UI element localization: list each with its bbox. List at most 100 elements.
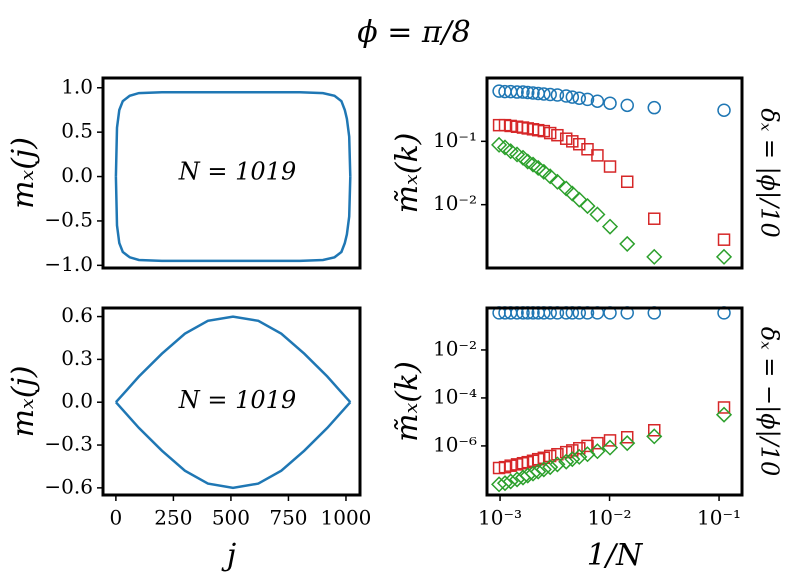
- panel: 10⁻¹ 10⁻² m̃ₓ(k) δₓ = |ϕ|/10: [390, 76, 784, 270]
- point: [558, 453, 575, 470]
- point: [535, 163, 552, 180]
- point: [620, 98, 634, 113]
- y-tick-label: 10⁻²: [433, 191, 477, 215]
- point: [558, 180, 575, 197]
- y-tick-label: 0.0: [61, 389, 93, 413]
- point: [573, 441, 586, 455]
- data-line: [114, 176, 352, 263]
- x-tick-label: 0: [110, 506, 123, 530]
- panel: −0.6 −0.3 0.0 0.3 0.6 0 250 500 750 1000 N = 1019 m…: [6, 303, 371, 573]
- point: [496, 139, 514, 156]
- axes-frame: [485, 76, 744, 270]
- side-label: δₓ = −|ϕ|/10: [755, 327, 784, 477]
- point: [717, 401, 731, 414]
- y-tick-label: 1.0: [61, 74, 93, 98]
- point: [543, 449, 557, 463]
- point: [717, 233, 731, 246]
- axes-frame: [101, 306, 362, 497]
- point: [579, 198, 596, 215]
- x-tick-label: 10⁻²: [588, 506, 632, 530]
- y-tick-label: 10⁻⁶: [433, 432, 477, 456]
- axes-frame: [101, 76, 362, 270]
- x-axis-label: 1/N: [587, 538, 644, 573]
- point: [565, 90, 580, 104]
- point: [603, 96, 617, 110]
- point: [601, 218, 619, 235]
- x-tick-label: 500: [212, 506, 250, 530]
- point: [579, 446, 596, 463]
- x-axis-label: j: [221, 538, 236, 573]
- point: [715, 406, 733, 423]
- point: [550, 88, 565, 102]
- point: [572, 91, 587, 105]
- point: [571, 191, 588, 208]
- point: [530, 159, 547, 177]
- point: [559, 132, 573, 145]
- point: [620, 175, 634, 189]
- point: [603, 434, 617, 447]
- axes-frame: [485, 306, 744, 497]
- panel: −1.0 −0.5 0.0 0.5 1.0 N = 1019 mₓ(j): [6, 74, 362, 276]
- y-tick-label: 0.0: [61, 163, 93, 187]
- point: [648, 212, 661, 225]
- point: [603, 160, 617, 173]
- x-tick-label: 10⁻¹: [697, 506, 741, 530]
- point: [531, 86, 545, 101]
- point: [519, 153, 536, 170]
- data-line: [114, 401, 352, 490]
- y-tick-label: 0.3: [61, 346, 93, 370]
- y-axis-label: mₓ(j): [6, 137, 41, 209]
- point: [559, 89, 573, 103]
- point: [589, 206, 606, 223]
- point: [510, 458, 524, 471]
- point: [581, 439, 594, 453]
- point: [524, 465, 542, 482]
- point: [492, 84, 506, 98]
- point: [491, 476, 508, 493]
- point: [646, 428, 663, 445]
- point: [590, 94, 605, 108]
- y-tick-label: −1.0: [44, 252, 93, 276]
- point: [648, 423, 661, 437]
- y-tick-label: 0.5: [61, 119, 93, 143]
- point: [509, 146, 526, 163]
- side-label: δₓ = |ϕ|/10: [755, 108, 784, 238]
- point: [514, 469, 532, 486]
- point: [514, 149, 532, 166]
- x-tick-label: 250: [154, 506, 192, 530]
- x-tick-label: 1000: [321, 506, 372, 530]
- point: [496, 475, 514, 492]
- point: [717, 103, 731, 117]
- point: [646, 248, 663, 265]
- y-axis-label: mₓ(j): [6, 366, 41, 438]
- point: [526, 86, 540, 100]
- point: [715, 248, 733, 265]
- y-tick-label: 10⁻²: [433, 336, 477, 360]
- x-tick-label: 10⁻³: [478, 506, 522, 530]
- annotation: N = 1019: [178, 386, 296, 414]
- point: [549, 173, 566, 190]
- point: [498, 84, 512, 99]
- annotation: N = 1019: [178, 158, 296, 186]
- point: [502, 473, 519, 490]
- y-axis-label: m̃ₓ(k): [390, 361, 425, 442]
- point: [542, 168, 559, 185]
- point: [619, 235, 636, 252]
- y-tick-label: −0.5: [44, 207, 93, 231]
- point: [535, 461, 552, 478]
- y-axis-label: m̃ₓ(k): [390, 133, 425, 214]
- point: [601, 439, 619, 456]
- point: [551, 447, 564, 461]
- y-tick-label: −0.6: [44, 474, 93, 498]
- point: [492, 118, 506, 132]
- point: [492, 461, 506, 475]
- data-line: [114, 315, 352, 404]
- point: [589, 443, 606, 460]
- point: [647, 100, 662, 115]
- point: [543, 126, 557, 140]
- point: [551, 128, 564, 142]
- point: [510, 120, 524, 133]
- y-tick-label: 0.6: [61, 303, 93, 327]
- y-tick-label: 10⁻¹: [433, 128, 477, 152]
